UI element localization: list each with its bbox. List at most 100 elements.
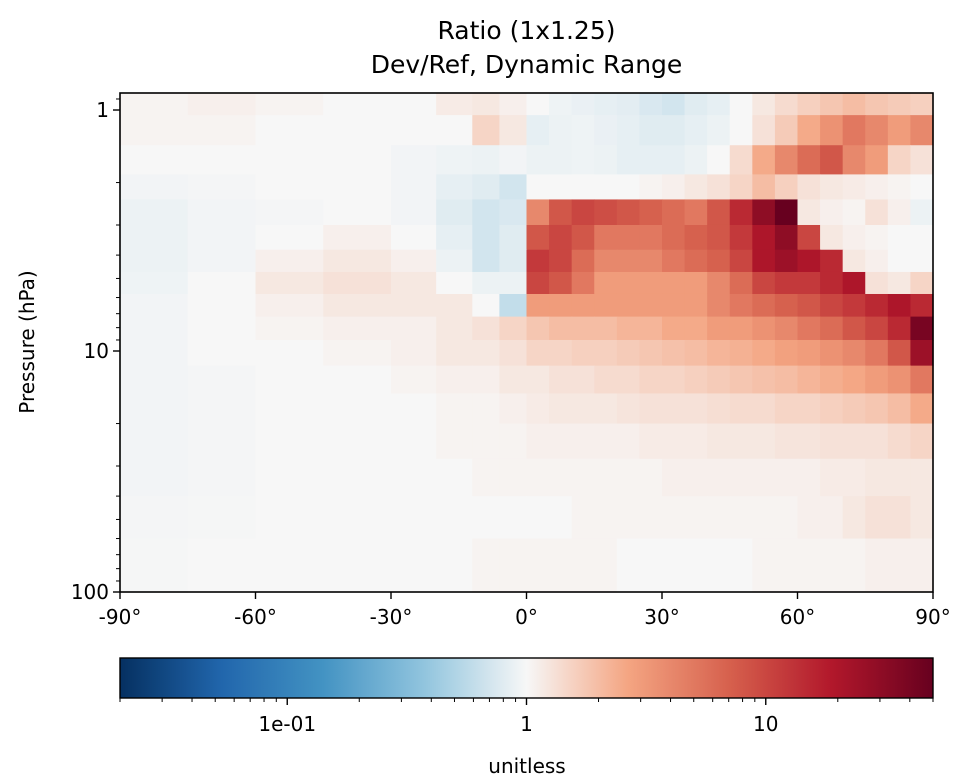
heatmap-cell	[729, 93, 753, 116]
heatmap-cell	[684, 458, 708, 497]
heatmap-cell	[865, 339, 889, 367]
heatmap-cell	[323, 115, 392, 146]
heatmap-cell	[684, 293, 708, 318]
heatmap-cell	[774, 293, 799, 318]
heatmap-cell	[594, 458, 618, 497]
heatmap-cell	[865, 199, 889, 226]
heatmap-cell	[684, 174, 708, 201]
heatmap-cell	[910, 538, 934, 593]
heatmap-cell	[120, 224, 189, 251]
heatmap-cell	[616, 538, 641, 593]
x-tick-label: -90°	[99, 605, 142, 629]
heatmap-cell	[707, 538, 731, 593]
heatmap-cell	[887, 293, 912, 318]
heatmap-cell	[865, 316, 889, 341]
heatmap-cell	[616, 423, 641, 460]
heatmap-cell	[120, 115, 189, 146]
heatmap-cell	[774, 339, 799, 367]
heatmap-cell	[571, 293, 595, 318]
heatmap-cell	[820, 93, 844, 116]
heatmap-cell	[729, 145, 753, 175]
heatmap-cell	[120, 423, 189, 460]
heatmap-cell	[774, 496, 799, 540]
heatmap-cell	[797, 224, 821, 251]
heatmap-cell	[774, 115, 799, 146]
heatmap-cell	[187, 458, 257, 497]
heatmap-cell	[255, 271, 324, 295]
heatmap-cell	[707, 93, 731, 116]
heatmap-cell	[820, 115, 844, 146]
heatmap-cell	[571, 271, 595, 295]
heatmap-cell	[797, 365, 821, 395]
heatmap-cell	[774, 174, 799, 201]
heatmap-cell	[472, 423, 500, 460]
heatmap-cell	[549, 496, 573, 540]
heatmap-cell	[472, 538, 500, 593]
heatmap-cell	[187, 93, 257, 116]
heatmap-cell	[910, 339, 934, 367]
heatmap-cell	[707, 199, 731, 226]
heatmap-cell	[472, 93, 500, 116]
heatmap-cell	[187, 145, 257, 175]
heatmap-cell	[323, 174, 392, 201]
heatmap-cell	[549, 393, 573, 425]
heatmap-cell	[639, 199, 663, 226]
heatmap-cell	[255, 423, 324, 460]
heatmap-cell	[436, 423, 473, 460]
heatmap-cell	[323, 224, 392, 251]
heatmap-cell	[820, 224, 844, 251]
heatmap-cell	[499, 271, 528, 295]
heatmap-cell	[662, 365, 686, 395]
heatmap-cell	[752, 145, 776, 175]
heatmap-cell	[774, 423, 799, 460]
heatmap-cell	[187, 365, 257, 395]
heatmap-cell	[865, 174, 889, 201]
heatmap-cell	[571, 145, 595, 175]
heatmap-cell	[910, 365, 934, 395]
heatmap-cell	[255, 199, 324, 226]
heatmap-cell	[616, 145, 641, 175]
heatmap-cell	[187, 249, 257, 273]
heatmap-cell	[887, 496, 912, 540]
heatmap-cell	[865, 249, 889, 273]
heatmap-cell	[571, 316, 595, 341]
heatmap-cell	[499, 496, 528, 540]
heatmap-cell	[910, 496, 934, 540]
heatmap-cell	[707, 174, 731, 201]
heatmap-cell	[887, 174, 912, 201]
heatmap-cell	[323, 458, 392, 497]
heatmap-cell	[797, 249, 821, 273]
heatmap-cell	[187, 339, 257, 367]
heatmap-cell	[616, 339, 641, 367]
heatmap-cell	[323, 538, 392, 593]
heatmap-cell	[729, 365, 753, 395]
heatmap-cell	[594, 145, 618, 175]
heatmap-cell	[120, 316, 189, 341]
heatmap-cell	[436, 365, 473, 395]
heatmap-cell	[639, 423, 663, 460]
chart-subtitle: Dev/Ref, Dynamic Range	[370, 50, 683, 79]
heatmap-cell	[571, 423, 595, 460]
heatmap-cell	[391, 174, 437, 201]
heatmap-cell	[752, 174, 776, 201]
heatmap-cell	[616, 93, 641, 116]
heatmap-cell	[865, 423, 889, 460]
heatmap-cell	[391, 249, 437, 273]
heatmap-cell	[684, 496, 708, 540]
heatmap-cell	[774, 316, 799, 341]
heatmap-cell	[865, 93, 889, 116]
heatmap-cell	[639, 145, 663, 175]
y-tick-label: 10	[84, 339, 109, 363]
heatmap-cell	[707, 316, 731, 341]
heatmap-cell	[820, 365, 844, 395]
heatmap-cell	[616, 316, 641, 341]
heatmap-cell	[910, 316, 934, 341]
heatmap-cell	[639, 249, 663, 273]
heatmap-cell	[820, 199, 844, 226]
heatmap-cell	[391, 224, 437, 251]
heatmap-cell	[255, 393, 324, 425]
heatmap-cell	[499, 316, 528, 341]
heatmap-cell	[729, 249, 753, 273]
heatmap-cell	[255, 145, 324, 175]
heatmap-cell	[797, 496, 821, 540]
